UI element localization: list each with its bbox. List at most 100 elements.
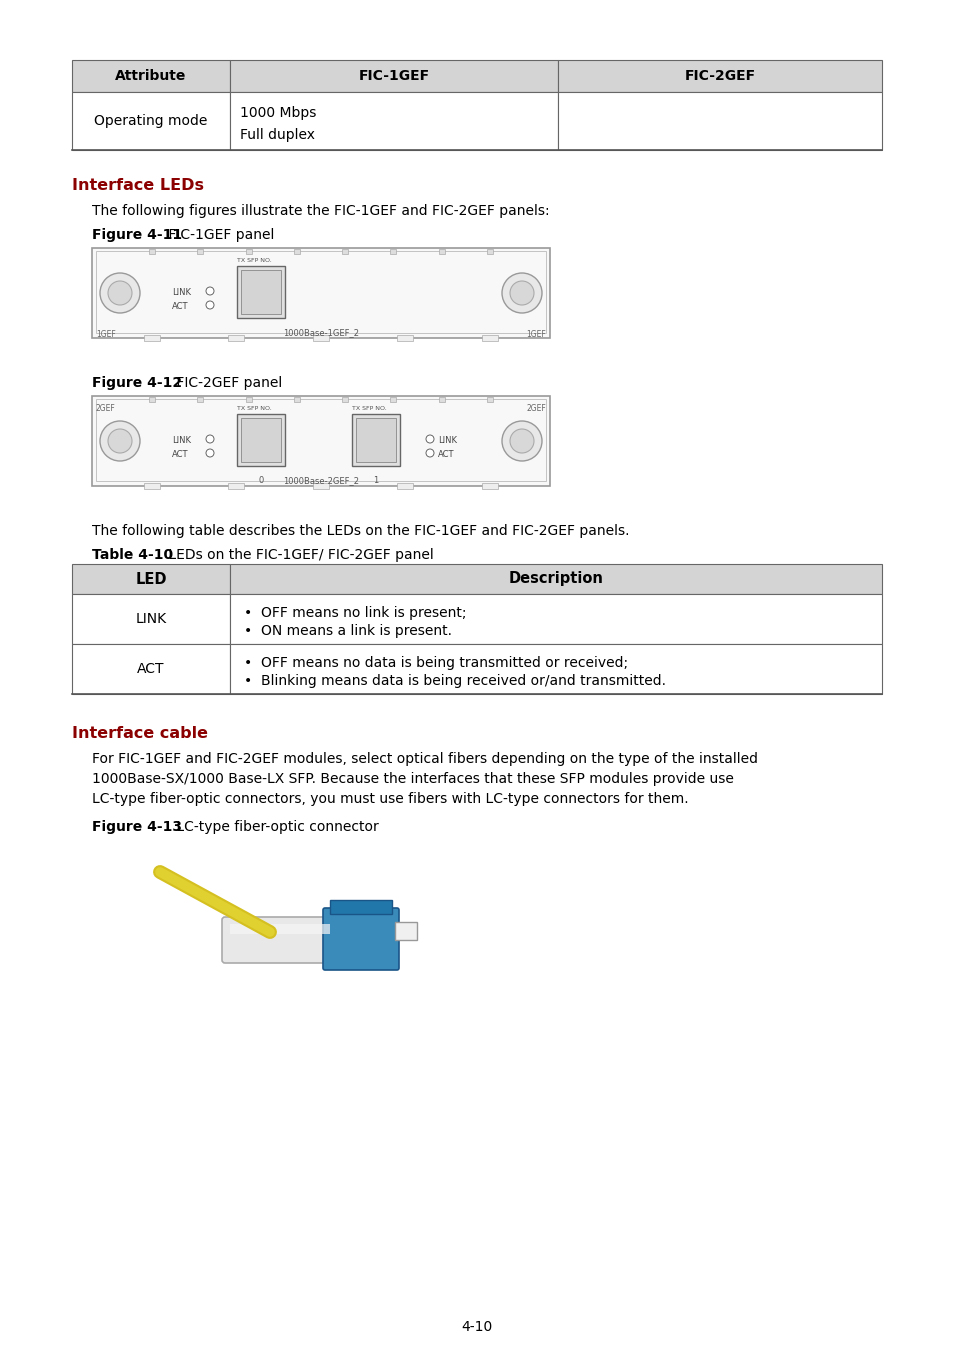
Bar xyxy=(230,59,558,92)
Bar xyxy=(230,923,330,934)
Text: LC-type fiber-optic connector: LC-type fiber-optic connector xyxy=(172,819,378,834)
Bar xyxy=(149,397,154,402)
Text: 1000 Mbps: 1000 Mbps xyxy=(240,107,316,120)
Text: For FIC-1GEF and FIC-2GEF modules, select optical fibers depending on the type o: For FIC-1GEF and FIC-2GEF modules, selec… xyxy=(91,752,758,765)
Text: LC-type fiber-optic connectors, you must use fibers with LC-type connectors for : LC-type fiber-optic connectors, you must… xyxy=(91,792,688,806)
FancyBboxPatch shape xyxy=(323,909,398,971)
Text: Interface LEDs: Interface LEDs xyxy=(71,178,204,193)
Text: Full duplex: Full duplex xyxy=(240,128,314,142)
Text: 1GEF: 1GEF xyxy=(526,329,545,339)
Bar xyxy=(71,644,230,694)
Circle shape xyxy=(510,429,534,454)
Text: LINK: LINK xyxy=(135,612,167,626)
Text: TX SFP NO.: TX SFP NO. xyxy=(236,406,272,410)
Text: Figure 4-13: Figure 4-13 xyxy=(91,819,182,834)
Bar xyxy=(91,248,550,338)
Circle shape xyxy=(426,450,434,458)
Text: Interface cable: Interface cable xyxy=(71,726,208,741)
Text: TX SFP NO.: TX SFP NO. xyxy=(236,258,272,263)
Circle shape xyxy=(501,273,541,313)
Text: LINK: LINK xyxy=(437,436,456,446)
Bar xyxy=(236,266,285,319)
Text: FIC-1GEF panel: FIC-1GEF panel xyxy=(164,228,274,242)
Text: 1000Base-SX/1000 Base-LX SFP. Because the interfaces that these SFP modules prov: 1000Base-SX/1000 Base-LX SFP. Because th… xyxy=(91,772,733,786)
Text: 4-10: 4-10 xyxy=(461,1320,492,1334)
Bar xyxy=(96,400,545,481)
Circle shape xyxy=(108,281,132,305)
Text: ACT: ACT xyxy=(437,450,454,459)
Text: LED: LED xyxy=(135,571,167,586)
Circle shape xyxy=(510,281,534,305)
Bar xyxy=(149,248,154,254)
Text: Description: Description xyxy=(508,571,603,586)
Text: •  Blinking means data is being received or/and transmitted.: • Blinking means data is being received … xyxy=(244,674,665,688)
Text: FIC-2GEF: FIC-2GEF xyxy=(683,69,755,82)
Bar xyxy=(241,270,281,315)
Text: •  ON means a link is present.: • ON means a link is present. xyxy=(244,624,452,639)
Text: LINK: LINK xyxy=(172,436,191,446)
Text: Attribute: Attribute xyxy=(115,69,187,82)
Bar xyxy=(197,397,203,402)
Bar xyxy=(397,335,413,342)
Circle shape xyxy=(100,421,140,460)
Bar xyxy=(245,397,252,402)
Text: ACT: ACT xyxy=(172,450,189,459)
Bar xyxy=(229,483,244,489)
Text: FIC-2GEF panel: FIC-2GEF panel xyxy=(172,377,282,390)
Bar xyxy=(241,418,281,462)
Bar xyxy=(438,397,444,402)
Text: TX SFP NO.: TX SFP NO. xyxy=(352,406,386,410)
Circle shape xyxy=(206,301,213,309)
Bar xyxy=(294,397,299,402)
Bar xyxy=(229,335,244,342)
Bar xyxy=(481,335,497,342)
Circle shape xyxy=(501,421,541,460)
Text: Figure 4-12: Figure 4-12 xyxy=(91,377,182,390)
Bar xyxy=(313,335,329,342)
Circle shape xyxy=(108,429,132,454)
Bar xyxy=(481,483,497,489)
Bar xyxy=(342,248,348,254)
Bar xyxy=(197,248,203,254)
Bar xyxy=(230,594,882,644)
Bar xyxy=(397,483,413,489)
Circle shape xyxy=(426,435,434,443)
Bar xyxy=(486,248,493,254)
Text: The following figures illustrate the FIC-1GEF and FIC-2GEF panels:: The following figures illustrate the FIC… xyxy=(91,204,549,217)
Text: 2GEF: 2GEF xyxy=(526,404,545,413)
Bar xyxy=(390,248,396,254)
Circle shape xyxy=(206,435,213,443)
Circle shape xyxy=(100,273,140,313)
Bar xyxy=(313,483,329,489)
Circle shape xyxy=(206,288,213,296)
Text: Figure 4-11: Figure 4-11 xyxy=(91,228,182,242)
Bar xyxy=(438,248,444,254)
Bar xyxy=(294,248,299,254)
Bar xyxy=(236,414,285,466)
Bar xyxy=(330,900,392,914)
Bar xyxy=(558,59,882,92)
FancyBboxPatch shape xyxy=(222,917,337,963)
Bar xyxy=(395,922,416,940)
Text: FIC-1GEF: FIC-1GEF xyxy=(358,69,429,82)
Bar xyxy=(390,397,396,402)
Text: 2GEF: 2GEF xyxy=(96,404,115,413)
Text: 1000Base-1GEF_2: 1000Base-1GEF_2 xyxy=(283,328,358,338)
Bar xyxy=(230,92,558,150)
Text: LEDs on the FIC-1GEF/ FIC-2GEF panel: LEDs on the FIC-1GEF/ FIC-2GEF panel xyxy=(164,548,434,562)
Bar xyxy=(352,414,399,466)
Bar xyxy=(230,644,882,694)
Bar xyxy=(96,251,545,333)
Text: •  OFF means no link is present;: • OFF means no link is present; xyxy=(244,606,466,620)
Circle shape xyxy=(206,450,213,458)
Bar xyxy=(71,59,230,92)
Bar xyxy=(71,564,230,594)
Bar xyxy=(558,92,882,150)
Text: ACT: ACT xyxy=(172,302,189,311)
Bar xyxy=(342,397,348,402)
Bar xyxy=(144,335,160,342)
Text: •  OFF means no data is being transmitted or received;: • OFF means no data is being transmitted… xyxy=(244,656,627,670)
Bar xyxy=(144,483,160,489)
Bar xyxy=(355,418,395,462)
Text: The following table describes the LEDs on the FIC-1GEF and FIC-2GEF panels.: The following table describes the LEDs o… xyxy=(91,524,629,539)
